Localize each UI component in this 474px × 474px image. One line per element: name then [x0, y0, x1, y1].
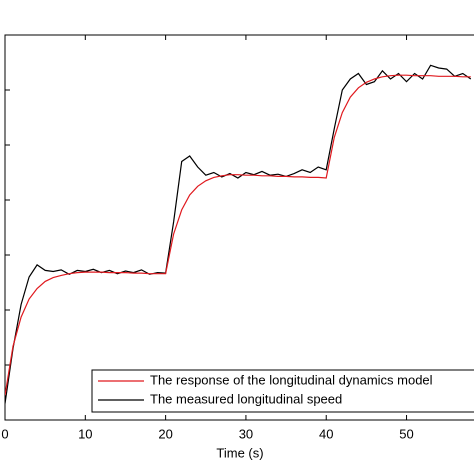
series-line	[5, 74, 471, 396]
x-tick-label: 20	[158, 426, 172, 441]
x-tick-label: 50	[399, 426, 413, 441]
legend-label: The response of the longitudinal dynamic…	[150, 372, 433, 387]
x-tick-label: 30	[239, 426, 253, 441]
x-axis-label: Time (s)	[216, 445, 263, 460]
plot-area	[4, 34, 474, 421]
x-tick-label: 10	[78, 426, 92, 441]
legend-box	[91, 369, 474, 413]
x-tick-label: 40	[319, 426, 333, 441]
series-line	[5, 64, 472, 404]
legend-label: The measured longitudinal speed	[150, 391, 342, 406]
x-tick-label: 0	[1, 426, 8, 441]
